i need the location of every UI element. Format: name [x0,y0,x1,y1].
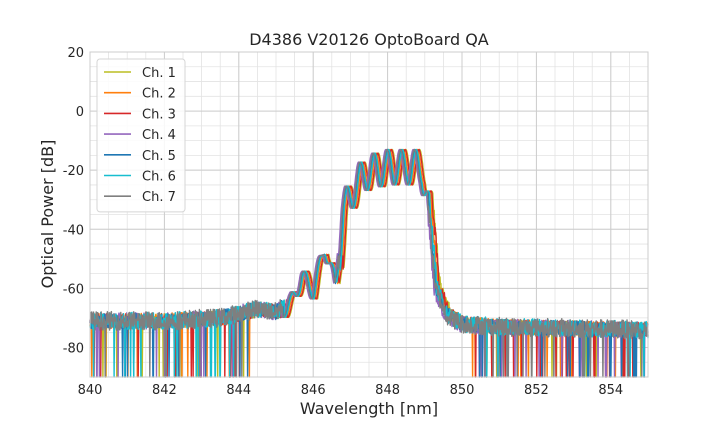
legend-label: Ch. 1 [142,66,176,81]
y-tick-label: -20 [63,164,84,179]
y-tick-label: 20 [67,46,84,61]
series-layer [89,148,649,378]
y-axis-label: Optical Power [dB] [38,140,57,289]
x-tick-label: 850 [450,383,475,398]
y-tick-label: -60 [63,282,84,297]
legend-box [96,58,186,213]
x-tick-label: 842 [152,383,177,398]
x-tick-label: 846 [301,383,326,398]
legend-label: Ch. 3 [142,107,176,122]
x-tick-label: 840 [78,383,103,398]
legend-label: Ch. 4 [142,128,176,143]
legend-label: Ch. 5 [142,149,176,164]
chart-title: D4386 V20126 OptoBoard QA [249,30,489,49]
legend: Ch. 1 Ch. 2 Ch. 3 Ch. 4 Ch. 5 Ch. 6 Ch. 7 [96,58,186,213]
y-tick-labels: -80 -60 -40 -20 0 20 [63,46,84,356]
legend-label: Ch. 2 [142,87,176,102]
legend-label: Ch. 6 [142,170,176,185]
y-tick-label: -80 [63,341,84,356]
x-tick-label: 852 [524,383,549,398]
x-tick-labels: 840 842 844 846 848 850 852 854 [78,383,624,398]
y-tick-label: 0 [76,105,84,120]
x-tick-label: 844 [226,383,251,398]
legend-label: Ch. 7 [142,190,176,205]
series-line [89,148,649,378]
y-tick-label: -40 [63,223,84,238]
x-tick-label: 848 [375,383,400,398]
plot-frame [89,51,649,378]
x-axis-label: Wavelength [nm] [300,399,438,418]
x-tick-label: 854 [598,383,623,398]
